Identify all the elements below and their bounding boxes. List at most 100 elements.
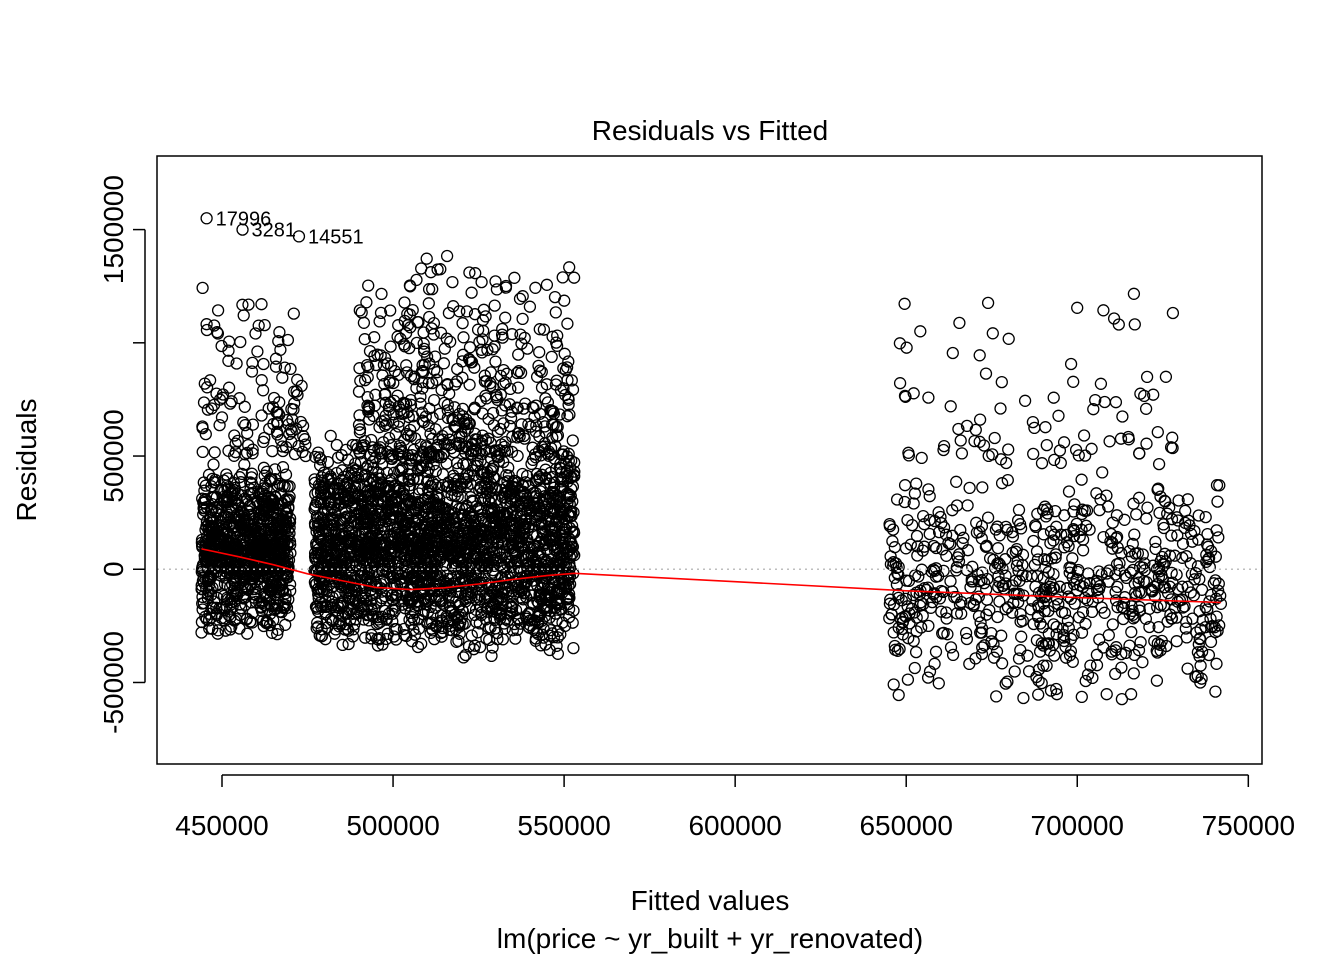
data-point (283, 609, 296, 622)
data-point (506, 581, 519, 595)
data-point (1035, 457, 1049, 470)
data-point (400, 560, 413, 573)
data-point (310, 510, 324, 523)
data-point (529, 281, 542, 294)
data-point (486, 511, 499, 525)
data-point (1191, 560, 1205, 573)
data-point (1090, 648, 1104, 661)
data-point (196, 445, 209, 459)
data-point (1199, 510, 1212, 524)
data-point (1176, 551, 1189, 564)
data-point (1213, 479, 1226, 492)
data-point (346, 514, 360, 528)
data-point (469, 519, 482, 532)
data-point (237, 547, 250, 560)
data-point (280, 516, 293, 529)
data-point (356, 555, 369, 569)
data-point (474, 454, 487, 468)
data-point (246, 356, 259, 370)
data-point (407, 613, 421, 626)
data-point (428, 632, 441, 646)
data-point (258, 587, 271, 600)
data-point (438, 508, 451, 522)
data-point (898, 479, 912, 492)
data-point (226, 592, 239, 606)
data-point (352, 385, 366, 398)
data-point (350, 558, 363, 572)
data-point (465, 286, 478, 299)
data-point (1027, 534, 1040, 548)
data-point (281, 480, 294, 493)
data-point (1052, 409, 1065, 422)
data-point (329, 535, 342, 549)
data-point (474, 465, 487, 478)
data-point (484, 366, 497, 379)
data-point (312, 592, 325, 605)
data-point (946, 346, 959, 360)
data-point (496, 633, 510, 646)
data-point (963, 481, 976, 495)
data-point (215, 588, 228, 601)
data-point (1181, 662, 1194, 675)
data-point (1075, 473, 1088, 486)
data-point (311, 546, 324, 559)
data-point (367, 602, 381, 615)
data-point (445, 533, 459, 546)
data-point (441, 548, 455, 561)
y-tick-label: -500000 (98, 631, 129, 734)
x-axis-label: Fitted values (631, 885, 790, 916)
data-point (338, 470, 351, 483)
data-point (244, 476, 257, 489)
data-point (239, 418, 252, 432)
data-point (523, 621, 536, 634)
data-point (431, 498, 445, 511)
data-point (516, 312, 529, 326)
data-point (402, 504, 415, 517)
data-point (567, 641, 580, 655)
data-point (357, 578, 370, 592)
data-point (427, 393, 441, 407)
data-point (554, 539, 568, 552)
data-point (463, 537, 476, 550)
data-point (252, 486, 265, 499)
data-point (893, 377, 907, 390)
data-point (351, 607, 364, 620)
data-point (374, 536, 387, 549)
data-point (220, 468, 233, 481)
data-point (228, 484, 241, 497)
data-point (410, 589, 423, 602)
data-point (381, 627, 394, 640)
data-point (358, 631, 372, 644)
data-point (564, 489, 577, 503)
data-point (395, 575, 408, 588)
data-point (440, 510, 453, 523)
data-point (244, 615, 257, 628)
data-point (353, 540, 366, 553)
data-point (384, 304, 397, 317)
data-point (1210, 479, 1224, 492)
data-point (551, 597, 564, 610)
data-point (961, 499, 974, 512)
data-point (333, 513, 346, 526)
data-point (990, 690, 1003, 703)
data-point (561, 317, 574, 330)
data-point (529, 474, 542, 488)
data-point (1012, 503, 1026, 517)
data-point (376, 565, 390, 578)
data-point (981, 296, 995, 310)
data-point (1062, 485, 1076, 498)
data-point (420, 252, 433, 265)
data-point (442, 591, 455, 604)
data-point (995, 375, 1008, 389)
data-point (329, 558, 342, 571)
data-point (422, 297, 435, 310)
data-point (211, 591, 224, 605)
data-point (201, 573, 215, 586)
data-point (1106, 618, 1119, 631)
data-point (323, 569, 336, 582)
data-point (325, 542, 339, 556)
data-point (1140, 370, 1154, 384)
data-point (221, 526, 234, 539)
data-point (374, 494, 388, 507)
